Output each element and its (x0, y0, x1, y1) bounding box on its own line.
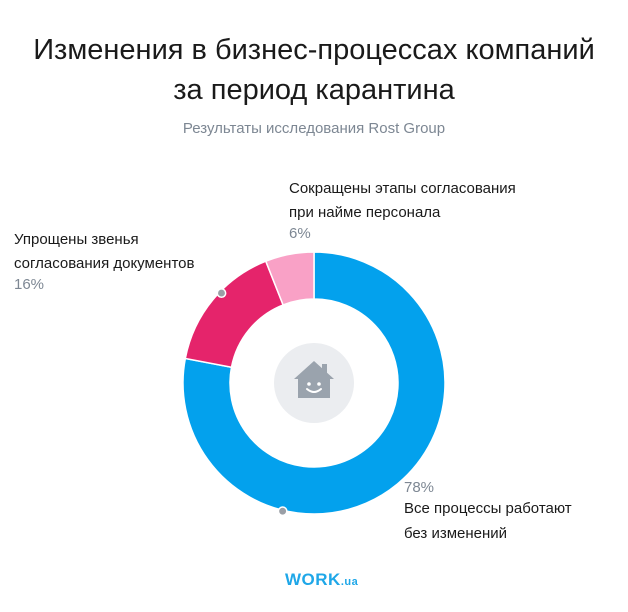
slice-label-1-line-1: Все процессы работают (404, 500, 572, 517)
slice-marker-dot-1 (277, 506, 288, 517)
slice-label-3-line-1: Сокращены этапы согласования (289, 180, 516, 197)
slice-value-label-3: 6% (289, 225, 311, 242)
slice-label-1-line-2: без изменений (404, 525, 507, 542)
donut-slice-1 (182, 251, 446, 515)
slice-label-2-line-2: согласования документов (14, 255, 194, 272)
brand-logo: WORK.ua (285, 570, 358, 590)
slice-label-2-line-1: Упрощены звенья (14, 231, 139, 248)
brand-logo-main: WORK (285, 570, 341, 589)
slice-label-3-line-2: при найме персонала (289, 204, 441, 221)
chart-title: Изменения в бизнес-процессах компаний за… (0, 30, 628, 110)
chart-title-line-1: Изменения в бизнес-процессах компаний (33, 34, 595, 66)
brand-logo-suffix: .ua (340, 576, 359, 588)
slice-marker-dot-2 (216, 288, 227, 299)
chart-title-line-2: за период карантина (173, 74, 455, 106)
slice-value-label-1: 78% (404, 479, 434, 496)
slice-value-label-2: 16% (14, 276, 44, 293)
donut-slice-3 (264, 251, 315, 306)
donut-slice-2 (184, 260, 285, 369)
chart-subtitle: Результаты исследования Rost Group (182, 120, 446, 137)
smiling-house-icon (294, 361, 334, 398)
